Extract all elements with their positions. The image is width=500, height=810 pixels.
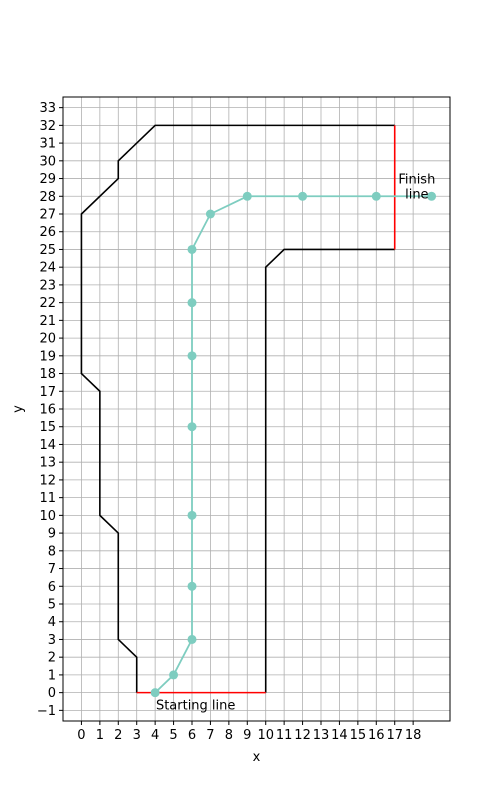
y-tick-label: 30	[39, 154, 56, 169]
grid	[63, 97, 450, 721]
y-tick-label: 10	[39, 509, 56, 524]
x-tick-label: 9	[243, 728, 251, 743]
x-tick-label: 17	[386, 728, 403, 743]
y-axis-label: y	[11, 405, 26, 413]
x-tick-label: 10	[257, 728, 274, 743]
y-tick-label: 4	[48, 615, 56, 630]
x-tick-label: 4	[151, 728, 159, 743]
y-tick-label: 29	[39, 172, 56, 187]
y-tick-label: 17	[39, 385, 56, 400]
path-line	[154, 195, 432, 694]
path-point	[187, 581, 197, 591]
y-tick-label: 25	[39, 243, 56, 258]
y-tick-label: 27	[39, 208, 56, 223]
x-tick-label: 16	[368, 728, 385, 743]
y-tick-label: 24	[39, 261, 56, 276]
y-tick-label: 5	[48, 598, 56, 613]
y-tick-label: 2	[48, 651, 56, 666]
path-point	[187, 244, 197, 254]
x-tick-label: 0	[77, 728, 85, 743]
y-tick-label: 8	[48, 544, 56, 559]
path-point	[187, 422, 197, 432]
y-tick-label: 9	[48, 527, 56, 542]
track-inner-wall	[264, 248, 395, 693]
x-tick-label: 6	[188, 728, 196, 743]
x-tick-label: 12	[294, 728, 311, 743]
annotations: Starting line Finish line	[156, 172, 435, 713]
y-tick-label: 14	[39, 438, 56, 453]
x-tick-label: 14	[331, 728, 348, 743]
y-tick-label: 0	[48, 686, 56, 701]
x-tick-label: 7	[206, 728, 214, 743]
y-tick-label: 7	[48, 562, 56, 577]
path-point	[187, 510, 197, 520]
y-tick-label: 1	[48, 668, 56, 683]
y-tick-label: 13	[39, 456, 56, 471]
y-tick-label: 19	[39, 349, 56, 364]
path	[150, 191, 437, 698]
x-tick-label: 5	[169, 728, 177, 743]
path-point	[150, 688, 160, 698]
y-tick-label: 16	[39, 403, 56, 418]
y-axis-ticks: −101234567891011121314151617181920212223…	[37, 101, 63, 719]
y-tick-label: 32	[39, 119, 56, 134]
x-tick-label: 3	[133, 728, 141, 743]
y-tick-label: 20	[39, 332, 56, 347]
plot-frame	[62, 96, 451, 722]
x-tick-label: 13	[313, 728, 330, 743]
path-point	[205, 209, 215, 219]
path-point	[187, 351, 197, 361]
x-tick-label: 18	[405, 728, 422, 743]
path-point	[242, 191, 252, 201]
path-point	[298, 191, 308, 201]
track-outer-wall	[80, 124, 395, 693]
x-axis-ticks: 0 1 2 3 4 5 6 7 8 9 10 11 12 13 14 15 16 17 18	[77, 721, 421, 743]
path-point	[187, 634, 197, 644]
y-tick-label: 3	[48, 633, 56, 648]
x-tick-label: 8	[225, 728, 233, 743]
finish-line-label: Finish line	[398, 172, 435, 202]
x-tick-label: 11	[276, 728, 293, 743]
y-tick-label: 12	[39, 473, 56, 488]
y-tick-label: 28	[39, 190, 56, 205]
starting-line-label: Starting line	[156, 699, 235, 714]
y-tick-label: 22	[39, 296, 56, 311]
path-point	[169, 670, 179, 680]
y-tick-label: 6	[48, 580, 56, 595]
path-point	[187, 298, 197, 308]
x-tick-label: 2	[114, 728, 122, 743]
x-tick-label: 15	[350, 728, 367, 743]
y-tick-label: 18	[39, 367, 56, 382]
x-axis-label: x	[253, 750, 261, 765]
y-tick-label: 11	[39, 491, 56, 506]
x-tick-label: 1	[96, 728, 104, 743]
y-tick-label: 23	[39, 278, 56, 293]
y-tick-label: 31	[39, 137, 56, 152]
path-point	[371, 191, 381, 201]
y-tick-label: 33	[39, 101, 56, 116]
y-tick-label: 26	[39, 225, 56, 240]
y-tick-label: 21	[39, 314, 56, 329]
y-tick-label: −1	[37, 704, 56, 719]
path-point	[427, 191, 437, 201]
y-tick-label: 15	[39, 420, 56, 435]
